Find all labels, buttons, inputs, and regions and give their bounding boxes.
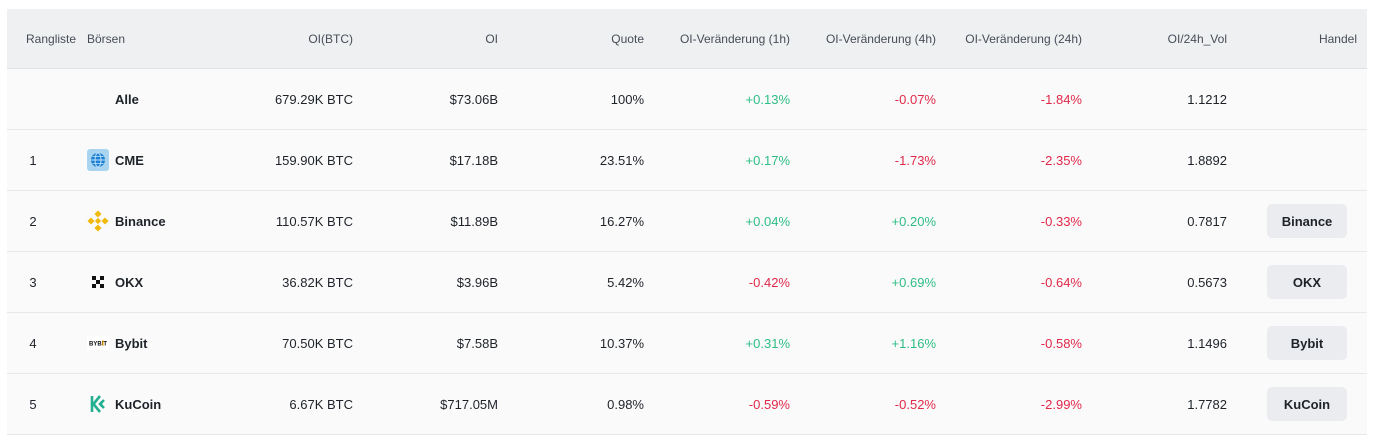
change-4h-value: -0.52% bbox=[894, 396, 936, 412]
change-4h-value: -1.73% bbox=[894, 152, 936, 168]
exchange-cell[interactable]: BYBIT Bybit bbox=[87, 313, 267, 373]
kucoin-logo-icon bbox=[87, 393, 109, 415]
header-rank[interactable]: Rangliste bbox=[26, 31, 77, 46]
rank-value: 2 bbox=[29, 213, 37, 229]
header-trade: Handel bbox=[1318, 31, 1357, 46]
change-24h-value: -1.84% bbox=[1040, 91, 1082, 107]
table-row: 1 CME 159.90K BTC $17.18B 23.51% +0.17% … bbox=[7, 130, 1367, 191]
trade-cell: Bybit bbox=[1247, 313, 1357, 373]
quote-value: 0.98% bbox=[607, 396, 644, 412]
change-4h-value: +0.69% bbox=[891, 274, 936, 290]
oi-value: $7.58B bbox=[456, 335, 498, 351]
exchange-name: OKX bbox=[115, 274, 144, 290]
exchange-name: Bybit bbox=[115, 335, 148, 351]
oi-btc-value: 36.82K BTC bbox=[282, 274, 353, 290]
change-24h-value: -0.58% bbox=[1040, 335, 1082, 351]
rank-value: 3 bbox=[29, 274, 37, 290]
open-interest-table: Rangliste Börsen OI(BTC) OI Quote OI-Ver… bbox=[7, 9, 1367, 435]
trade-cell: Binance bbox=[1247, 191, 1357, 251]
exchange-name: CME bbox=[115, 152, 144, 168]
exchange-cell: Alle bbox=[87, 69, 267, 129]
oi-vol-value: 0.7817 bbox=[1187, 213, 1227, 229]
oi-value: $717.05M bbox=[440, 396, 498, 412]
exchange-cell[interactable]: Binance bbox=[87, 191, 267, 251]
quote-value: 5.42% bbox=[607, 274, 644, 290]
trade-bybit-button[interactable]: Bybit bbox=[1267, 326, 1347, 360]
oi-vol-value: 0.5673 bbox=[1187, 274, 1227, 290]
exchange-name: Binance bbox=[115, 213, 166, 229]
header-change-1h[interactable]: OI-Veränderung (1h) bbox=[679, 31, 790, 46]
trade-cell: OKX bbox=[1247, 252, 1357, 312]
cme-globe-icon bbox=[87, 149, 109, 171]
okx-logo-icon bbox=[87, 271, 109, 293]
header-oi-btc[interactable]: OI(BTC) bbox=[308, 31, 353, 46]
table-row: 2 Binance 110.57K BTC $11.89B 16.27% +0.… bbox=[7, 191, 1367, 252]
exchange-cell[interactable]: CME bbox=[87, 130, 267, 190]
rank-value: 4 bbox=[29, 335, 37, 351]
change-24h-value: -0.64% bbox=[1040, 274, 1082, 290]
trade-okx-button[interactable]: OKX bbox=[1267, 265, 1347, 299]
oi-btc-value: 6.67K BTC bbox=[289, 396, 353, 412]
table-row-total: Alle 679.29K BTC $73.06B 100% +0.13% -0.… bbox=[7, 69, 1367, 130]
oi-vol-value: 1.8892 bbox=[1187, 152, 1227, 168]
trade-binance-button[interactable]: Binance bbox=[1267, 204, 1347, 238]
change-24h-value: -2.35% bbox=[1040, 152, 1082, 168]
oi-vol-value: 1.1212 bbox=[1187, 91, 1227, 107]
rank-value: 5 bbox=[29, 396, 37, 412]
header-quote[interactable]: Quote bbox=[611, 31, 644, 46]
oi-vol-value: 1.7782 bbox=[1187, 396, 1227, 412]
quote-value: 23.51% bbox=[599, 152, 644, 168]
header-change-4h[interactable]: OI-Veränderung (4h) bbox=[825, 31, 936, 46]
change-1h-value: +0.17% bbox=[745, 152, 790, 168]
change-1h-value: +0.04% bbox=[745, 213, 790, 229]
exchange-name: KuCoin bbox=[115, 396, 162, 412]
header-oi[interactable]: OI bbox=[485, 31, 498, 46]
change-4h-value: +1.16% bbox=[891, 335, 936, 351]
svg-text:BYBIT: BYBIT bbox=[89, 342, 107, 348]
binance-logo-icon bbox=[87, 210, 109, 232]
header-oi-vol[interactable]: OI/24h_Vol bbox=[1167, 31, 1227, 46]
oi-btc-value: 679.29K BTC bbox=[274, 91, 353, 107]
exchange-cell[interactable]: OKX bbox=[87, 252, 267, 312]
change-1h-value: +0.31% bbox=[745, 335, 790, 351]
quote-value: 100% bbox=[610, 91, 644, 107]
change-4h-value: -0.07% bbox=[894, 91, 936, 107]
change-1h-value: -0.42% bbox=[748, 274, 790, 290]
change-1h-value: -0.59% bbox=[748, 396, 790, 412]
oi-btc-value: 159.90K BTC bbox=[274, 152, 353, 168]
trade-kucoin-button[interactable]: KuCoin bbox=[1267, 387, 1347, 421]
oi-btc-value: 110.57K BTC bbox=[275, 213, 353, 229]
oi-vol-value: 1.1496 bbox=[1187, 335, 1227, 351]
table-row: 5 KuCoin 6.67K BTC $717.05M 0.98% -0.59%… bbox=[7, 374, 1367, 435]
header-change-24h[interactable]: OI-Veränderung (24h) bbox=[965, 31, 1082, 46]
header-exchanges[interactable]: Börsen bbox=[87, 31, 126, 46]
oi-value: $11.89B bbox=[450, 213, 498, 229]
oi-value: $17.18B bbox=[449, 152, 498, 168]
table-row: 4 BYBIT Bybit 70.50K BTC $7.58B 10.37% +… bbox=[7, 313, 1367, 374]
table-header: Rangliste Börsen OI(BTC) OI Quote OI-Ver… bbox=[7, 9, 1367, 69]
quote-value: 10.37% bbox=[599, 335, 644, 351]
oi-value: $73.06B bbox=[449, 91, 498, 107]
rank-value: 1 bbox=[29, 152, 37, 168]
change-24h-value: -0.33% bbox=[1040, 213, 1082, 229]
bybit-logo-icon: BYBIT bbox=[87, 332, 109, 354]
trade-cell: KuCoin bbox=[1247, 374, 1357, 434]
oi-value: $3.96B bbox=[456, 274, 498, 290]
quote-value: 16.27% bbox=[599, 213, 644, 229]
table-row: 3 OKX 36.82K BTC $3.96B 5.42% -0.42% +0.… bbox=[7, 252, 1367, 313]
exchange-cell[interactable]: KuCoin bbox=[87, 374, 267, 434]
change-1h-value: +0.13% bbox=[745, 91, 790, 107]
exchange-name: Alle bbox=[115, 91, 139, 107]
change-24h-value: -2.99% bbox=[1040, 396, 1082, 412]
change-4h-value: +0.20% bbox=[891, 213, 936, 229]
oi-btc-value: 70.50K BTC bbox=[282, 335, 353, 351]
